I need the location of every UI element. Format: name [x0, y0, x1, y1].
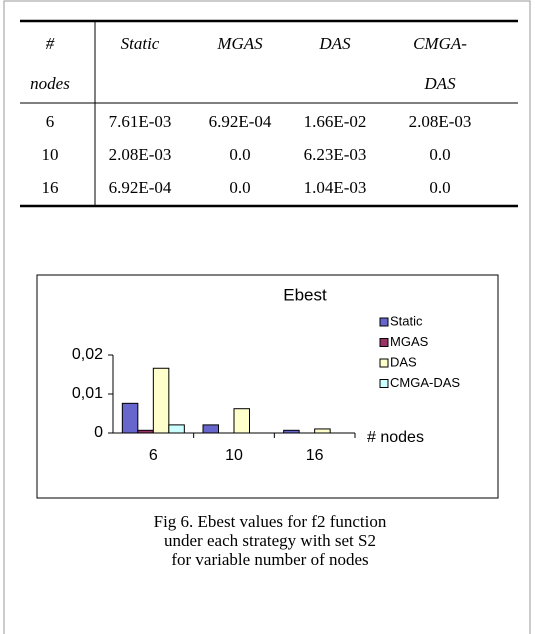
chart-frame: [36, 274, 499, 499]
chart-title: Ebest: [283, 285, 327, 304]
table-header-cell: Static: [121, 34, 160, 53]
table-cell: 6.92E-04: [209, 112, 272, 131]
x-tick-label: 10: [225, 447, 243, 464]
bar: [121, 402, 139, 434]
table-cell: 6.23E-03: [304, 145, 367, 164]
caption-line: Fig 6. Ebest values for f2 function: [154, 512, 387, 531]
legend-swatch: [379, 317, 389, 327]
legend-label: DAS: [390, 354, 417, 369]
legend-swatch: [379, 379, 389, 388]
legend-swatch: [379, 338, 389, 347]
table-header-cell: MGAS: [216, 34, 263, 53]
table-cell: 1.04E-03: [304, 178, 367, 197]
table-cell: 0.0: [429, 145, 450, 164]
legend-swatch: [379, 358, 389, 368]
x-axis-label: # nodes: [367, 429, 424, 446]
y-tick-label: 0,01: [72, 385, 103, 402]
caption-line: under each strategy with set S2: [164, 531, 376, 550]
table-cell: 2.08E-03: [109, 145, 172, 164]
page-border: [3, 0, 531, 634]
legend-label: Static: [390, 313, 423, 328]
table-header-cell: DAS: [423, 74, 456, 93]
table-cell: 7.61E-03: [109, 112, 172, 131]
bar: [283, 429, 300, 434]
table-header-cell: CMGA-: [413, 34, 467, 53]
table-cell: 6: [46, 112, 55, 131]
y-tick-label: 0,02: [72, 346, 103, 363]
table-cell: 0.0: [229, 145, 250, 164]
legend-label: MGAS: [390, 334, 429, 349]
bar: [152, 367, 170, 434]
x-tick-label: 16: [306, 447, 324, 464]
table-cell: 0.0: [229, 178, 250, 197]
bar: [233, 408, 250, 434]
table-header-cell: #: [46, 34, 55, 53]
table-cell: 1.66E-02: [304, 112, 367, 131]
table-cell: 2.08E-03: [409, 112, 472, 131]
y-tick-label: 0: [94, 424, 103, 441]
table-cell: 6.92E-04: [109, 178, 172, 197]
caption-line: for variable number of nodes: [171, 550, 368, 569]
table-cell: 16: [42, 178, 59, 197]
bar: [314, 428, 331, 434]
x-tick-label: 6: [149, 447, 158, 464]
legend-label: CMGA-DAS: [390, 375, 460, 390]
table-header-cell: DAS: [318, 34, 351, 53]
bar: [137, 429, 154, 434]
bar: [202, 424, 219, 434]
bar: [168, 424, 185, 434]
table-cell: 10: [42, 145, 59, 164]
table-header-cell: nodes: [30, 74, 70, 93]
table-cell: 0.0: [429, 178, 450, 197]
